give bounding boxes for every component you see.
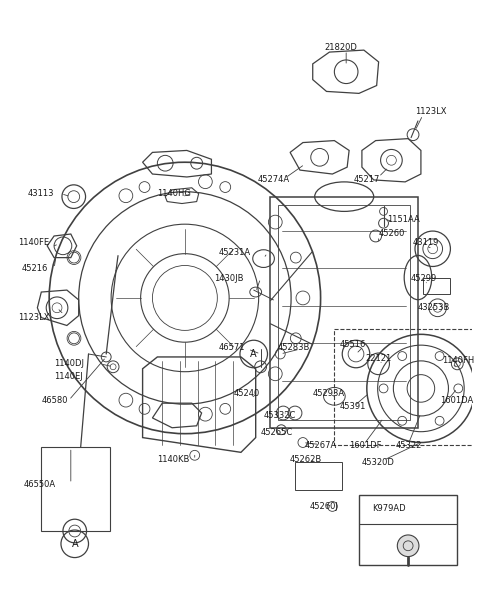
- Text: 43113: 43113: [27, 189, 54, 198]
- Text: 45267A: 45267A: [305, 441, 337, 450]
- Text: 45293A: 45293A: [313, 389, 345, 398]
- Text: A: A: [251, 349, 257, 359]
- Text: 1140HG: 1140HG: [157, 189, 191, 198]
- Text: 1140EJ: 1140EJ: [54, 372, 83, 381]
- Text: 1123LX: 1123LX: [415, 107, 446, 115]
- Text: 1140FH: 1140FH: [443, 356, 475, 365]
- Text: K979AD: K979AD: [372, 504, 406, 513]
- Text: A: A: [72, 539, 78, 549]
- Bar: [278, 204, 410, 420]
- Text: 1601DA: 1601DA: [441, 396, 474, 405]
- Text: 1140DJ: 1140DJ: [54, 359, 84, 368]
- Text: 45260: 45260: [379, 229, 405, 237]
- Text: 45217: 45217: [354, 176, 381, 184]
- Bar: [335, 329, 480, 445]
- Text: 45265C: 45265C: [261, 428, 293, 437]
- Text: 22121: 22121: [366, 355, 392, 363]
- Text: 45299: 45299: [411, 274, 437, 283]
- Text: 45322: 45322: [396, 441, 422, 450]
- Text: 45320D: 45320D: [362, 458, 395, 466]
- Bar: [270, 197, 418, 428]
- Text: 45332C: 45332C: [264, 412, 296, 421]
- Text: 45216: 45216: [22, 264, 48, 273]
- Text: 46580: 46580: [41, 396, 68, 405]
- Text: 45262B: 45262B: [290, 455, 323, 464]
- Text: 46550A: 46550A: [24, 480, 56, 489]
- Text: 43119: 43119: [413, 239, 439, 247]
- Text: 1123LX: 1123LX: [18, 313, 49, 322]
- Text: 1430JB: 1430JB: [215, 274, 244, 283]
- Text: 45260J: 45260J: [310, 502, 339, 511]
- Text: 45274A: 45274A: [258, 176, 290, 184]
- Bar: [295, 462, 342, 489]
- Text: 45231A: 45231A: [218, 248, 251, 257]
- Text: 1140KB: 1140KB: [157, 455, 190, 464]
- Text: 1601DF: 1601DF: [349, 441, 382, 450]
- Text: 1151AA: 1151AA: [387, 215, 420, 224]
- Bar: [359, 495, 457, 565]
- Text: 43253B: 43253B: [418, 303, 450, 312]
- Bar: [423, 278, 450, 294]
- Text: 45391: 45391: [339, 402, 366, 411]
- Circle shape: [397, 535, 419, 557]
- Text: 1140FE: 1140FE: [18, 239, 49, 247]
- Bar: [41, 448, 110, 531]
- Text: 45516: 45516: [339, 340, 366, 349]
- Text: 21820D: 21820D: [324, 42, 358, 52]
- Text: 46571: 46571: [218, 343, 245, 352]
- Text: 45283B: 45283B: [277, 343, 310, 352]
- Text: 45240: 45240: [234, 389, 260, 398]
